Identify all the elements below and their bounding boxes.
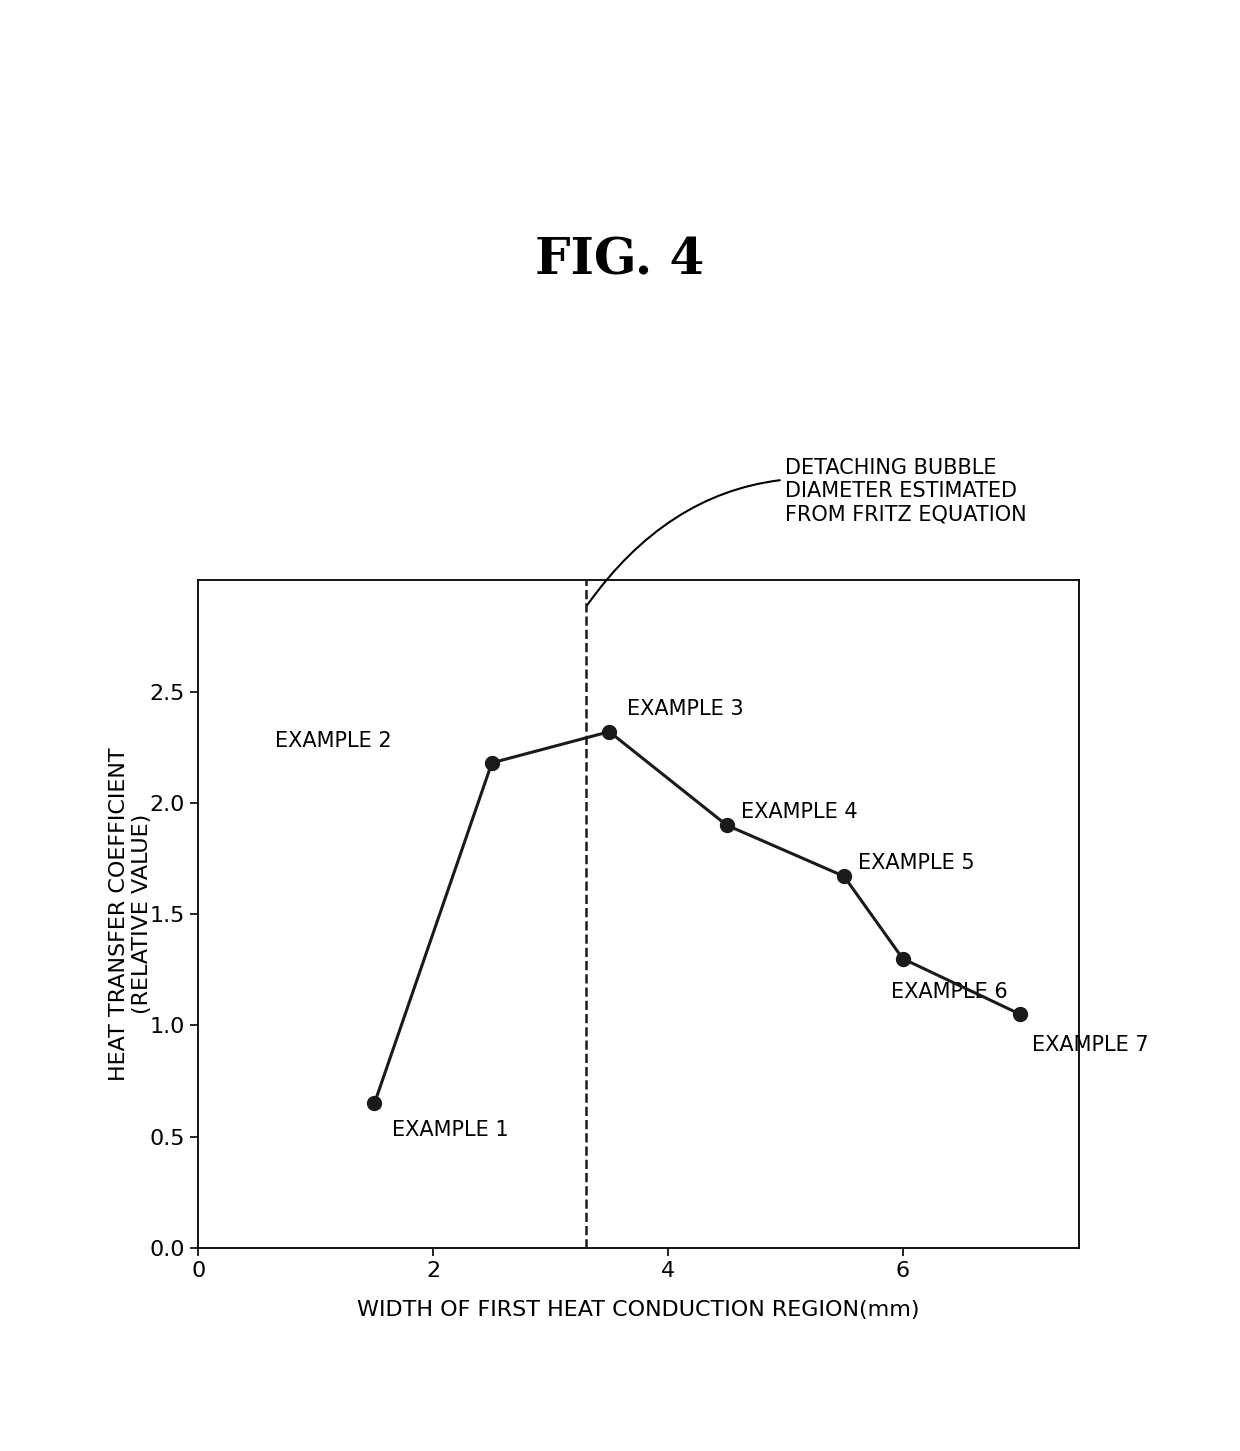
Text: EXAMPLE 3: EXAMPLE 3 [627,699,744,720]
Text: EXAMPLE 7: EXAMPLE 7 [1032,1036,1148,1055]
Text: EXAMPLE 4: EXAMPLE 4 [740,802,857,821]
Text: EXAMPLE 5: EXAMPLE 5 [858,853,975,874]
Text: FIG. 4: FIG. 4 [536,237,704,286]
Text: DETACHING BUBBLE
DIAMETER ESTIMATED
FROM FRITZ EQUATION: DETACHING BUBBLE DIAMETER ESTIMATED FROM… [588,459,1027,605]
Y-axis label: HEAT TRANSFER COEFFICIENT
(RELATIVE VALUE): HEAT TRANSFER COEFFICIENT (RELATIVE VALU… [109,747,151,1081]
Text: EXAMPLE 2: EXAMPLE 2 [275,731,392,750]
Text: EXAMPLE 1: EXAMPLE 1 [392,1120,508,1140]
X-axis label: WIDTH OF FIRST HEAT CONDUCTION REGION(mm): WIDTH OF FIRST HEAT CONDUCTION REGION(mm… [357,1300,920,1320]
Text: EXAMPLE 6: EXAMPLE 6 [892,982,1008,1003]
